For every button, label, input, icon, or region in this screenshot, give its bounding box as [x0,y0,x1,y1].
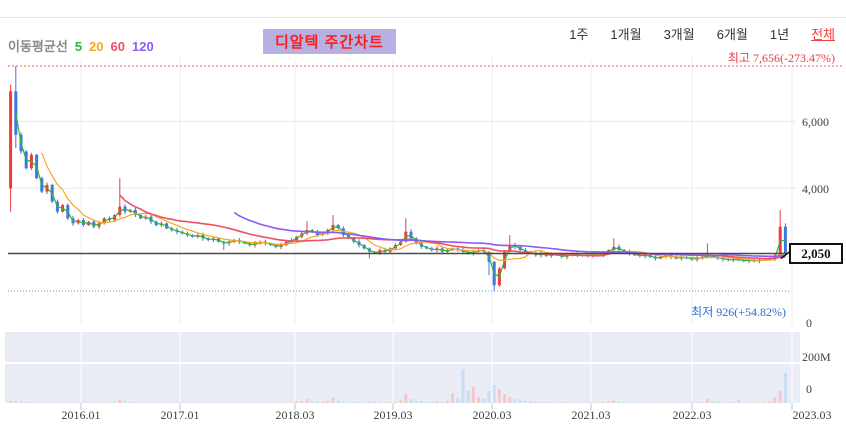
x-tick-2021-03: 2021.03 [571,408,611,422]
period-selector: 1주 1개월 3개월 6개월 1년 전체 [569,24,835,43]
period-1month[interactable]: 1개월 [610,27,642,42]
x-tick-2019-03: 2019.03 [373,408,413,422]
period-6months[interactable]: 6개월 [716,27,748,42]
low-price-label: 최저 926(+54.82%) [691,305,786,319]
period-1week[interactable]: 1주 [569,27,589,42]
ma-legend-label: 이동평균선 [8,39,68,54]
period-3months[interactable]: 3개월 [663,27,695,42]
period-all[interactable]: 전체 [811,27,835,42]
ma-legend-120: 120 [131,39,154,54]
ma-legend: 이동평균선 5 20 60 120 [8,36,154,55]
x-tick-2017-01: 2017.01 [160,408,200,422]
y-tick-200m: 200M [802,350,831,364]
y-tick-0-price: 0 [806,316,812,330]
x-tick-2022-03: 2022.03 [672,408,712,422]
x-tick-2018-03: 2018.03 [275,408,315,422]
ma-legend-60: 60 [110,39,125,54]
period-1year[interactable]: 1년 [769,27,790,42]
ma-legend-5: 5 [74,39,83,54]
last-price-box: 2,050 [789,243,843,264]
y-tick-4000: 4,000 [802,182,829,196]
chart-title: 디알텍 주간차트 [263,29,396,54]
y-tick-0-volume: 0 [806,382,812,396]
x-tick-2016-01: 2016.01 [61,408,101,422]
ma-legend-20: 20 [89,39,104,54]
x-tick-2023-03: 2023.03 [792,408,832,422]
header-divider [0,17,846,18]
x-tick-2020-03: 2020.03 [472,408,512,422]
high-price-label: 최고 7,656(-273.47%) [727,51,835,65]
y-tick-6000: 6,000 [802,115,829,129]
